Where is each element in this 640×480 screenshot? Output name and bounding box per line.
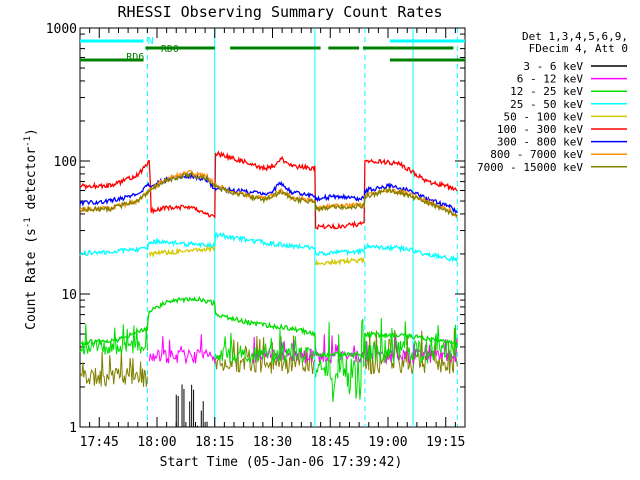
series-line-3 <box>79 171 458 218</box>
series-line-0 <box>79 150 458 230</box>
legend-label-3: 25 - 50 keV <box>510 98 583 111</box>
plot-area: 1 10 100 1000 17:45 18:00 18:15 18:30 18:45 19:00… <box>46 22 466 450</box>
x-axis-label: Start Time (05-Jan-06 17:39:42) <box>160 455 403 470</box>
header-line-2: FDecim 4, Att 0 <box>529 42 628 55</box>
flag-rd6-label: RD6 <box>126 52 144 63</box>
legend-label-0: 3 - 6 keV <box>523 60 583 73</box>
legend-label-7: 800 - 7000 keV <box>490 148 583 161</box>
x-tick-label: 18:15 <box>195 435 234 450</box>
legend-label-8: 7000 - 15000 keV <box>477 161 583 174</box>
y-axis-label-sup1: -1 <box>23 217 33 228</box>
series-12-25-noise <box>315 318 365 403</box>
legend-label-4: 50 - 100 keV <box>504 110 584 123</box>
series-12-25-noise <box>364 317 458 364</box>
series-line-6 <box>314 256 365 266</box>
x-tick-label: 18:30 <box>253 435 292 450</box>
header-text: Det 1,3,4,5,6,9, FDecim 4, Att 0 <box>522 30 628 55</box>
x-tick-label: 19:00 <box>368 435 407 450</box>
y-tick-label: 100 <box>54 155 77 170</box>
series-line-4 <box>79 232 458 263</box>
legend-label-1: 6 - 12 keV <box>517 73 584 86</box>
series-line-7 <box>79 295 458 360</box>
y-axis-label-sup2: -1 <box>23 136 33 147</box>
flag-n-label: N <box>148 36 154 47</box>
series-12-25-noise <box>215 329 316 364</box>
x-tick-label: 18:45 <box>311 435 350 450</box>
legend-label-5: 100 - 300 keV <box>497 123 583 136</box>
x-tick-label: 19:15 <box>426 435 465 450</box>
y-axis-label: Count Rate (s-1 detector-1) <box>23 128 39 330</box>
x-tick-label: 18:00 <box>137 435 176 450</box>
series-6-12-keV <box>364 334 458 365</box>
series-line-5 <box>148 245 216 259</box>
y-axis-label-end: ) <box>24 128 39 136</box>
x-tick-label: 17:45 <box>80 435 119 450</box>
y-axis-label-main: Count Rate (s <box>24 228 39 330</box>
y-tick-label: 10 <box>61 288 77 303</box>
plot-frame <box>79 27 466 428</box>
chart-title: RHESSI Observing Summary Count Rates <box>117 3 442 21</box>
header-line-1: Det 1,3,4,5,6,9, <box>522 30 628 43</box>
y-tick-label: 1 <box>69 421 77 436</box>
y-axis-label-mid: detector <box>24 147 39 218</box>
flag-rd0-label: RD0 <box>161 44 179 55</box>
series-12-25-noise <box>79 323 148 355</box>
legend-label-6: 300 - 800 keV <box>497 136 583 149</box>
legend-label-2: 12 - 25 keV <box>510 85 583 98</box>
series-line-1 <box>79 172 458 214</box>
series-7000-15000-noise <box>79 350 148 388</box>
series-6-12-keV <box>148 334 216 364</box>
y-tick-label: 1000 <box>46 22 77 37</box>
